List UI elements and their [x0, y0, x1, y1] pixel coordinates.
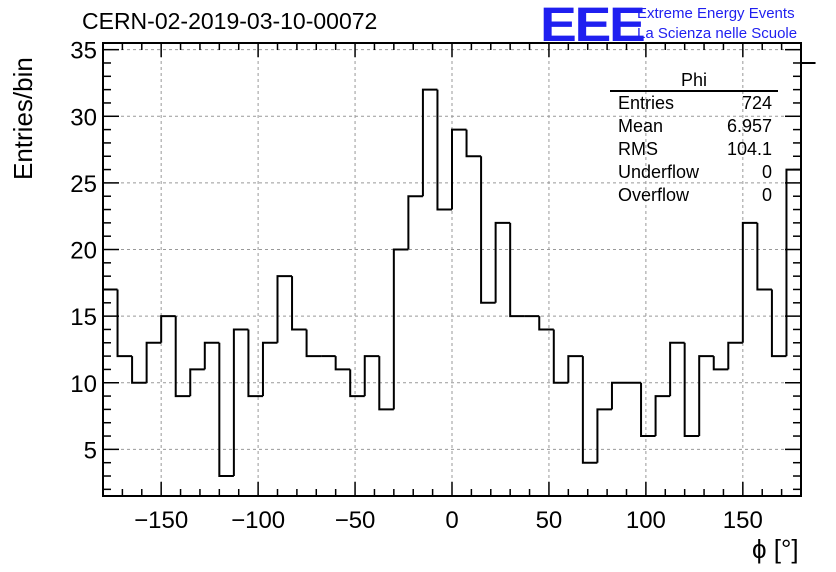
y-tick-label: 5	[84, 437, 97, 464]
x-axis-label: ϕ [°]	[752, 534, 799, 564]
histogram-bin	[480, 156, 496, 304]
histogram-bin	[334, 356, 351, 371]
histogram-bin	[538, 316, 554, 331]
histogram-bin	[770, 289, 787, 358]
histogram-bin	[349, 369, 365, 398]
x-tick-label: 0	[445, 507, 458, 534]
logo-caption-line1: Extreme Energy Events	[637, 5, 795, 22]
stats-row-rms: RMS 104.1	[610, 138, 778, 161]
x-tick-label: −150	[134, 507, 188, 534]
histogram-bin	[232, 328, 249, 477]
histogram-series	[103, 61, 816, 478]
histogram-bin	[451, 128, 467, 210]
y-tick-label: 35	[70, 38, 97, 65]
histogram-bin	[654, 395, 671, 437]
histogram-bin	[378, 356, 394, 411]
histogram-bin	[305, 329, 322, 358]
histogram-bin	[407, 195, 423, 250]
histogram-bin	[640, 382, 656, 438]
logo-caption: Extreme Energy Events La Scienza nelle S…	[637, 4, 797, 44]
stats-row-entries: Entries 724	[610, 92, 778, 115]
histogram-bin	[174, 316, 191, 398]
y-tick-label: 25	[70, 171, 97, 198]
histogram-bin	[189, 368, 205, 397]
histogram-bin	[160, 315, 176, 343]
histogram-bin	[291, 276, 307, 331]
histogram-bin	[145, 341, 162, 383]
tick-labels: −150 −100 −50 0 50 100 150 5 10 15 20 25 30 35	[70, 38, 763, 534]
y-tick-label: 20	[70, 238, 97, 265]
histogram-bin	[261, 341, 278, 397]
y-tick-label: 15	[70, 304, 97, 331]
stats-value: 6.957	[726, 116, 772, 136]
histogram-bin	[203, 341, 220, 370]
histogram-bin	[698, 355, 714, 437]
stats-label: Overflow	[618, 185, 690, 205]
histogram-bin	[247, 329, 263, 398]
histogram-bin	[610, 381, 627, 410]
y-tick-label: 30	[70, 104, 97, 131]
y-axis-label: Entries/bin	[8, 57, 38, 180]
stats-label: Entries	[618, 93, 675, 113]
stats-value: 724	[741, 93, 772, 113]
histogram-bin	[567, 355, 583, 383]
histogram-bin	[116, 289, 133, 358]
y-tick-label: 10	[70, 371, 97, 398]
histogram-bin	[218, 342, 234, 478]
x-tick-label: −100	[231, 507, 285, 534]
histogram-bin	[741, 221, 758, 343]
stats-box: Phi Entries 724 Mean 6.957 RMS 104.1 Und…	[610, 70, 778, 207]
stats-row-overflow: Overflow 0	[610, 184, 778, 207]
histogram-bin	[363, 355, 380, 397]
histogram-bin	[392, 248, 409, 410]
logo-caption-line2: La Scienza nelle Scuole	[637, 25, 798, 42]
stats-value: 104.1	[726, 139, 772, 159]
stats-title: Phi	[610, 70, 778, 92]
histogram-bin	[712, 356, 729, 371]
histogram-bin	[552, 329, 569, 384]
stats-row-underflow: Underflow 0	[610, 161, 778, 184]
histogram-bin	[756, 222, 772, 291]
x-tick-label: −50	[335, 507, 376, 534]
stats-label: RMS	[618, 139, 658, 159]
histogram-bin	[727, 341, 743, 370]
stats-label: Mean	[618, 116, 664, 136]
eee-logo: EEE	[540, 0, 646, 52]
stats-value: 0	[761, 162, 772, 182]
histogram-bin	[581, 356, 598, 464]
histogram-bin	[669, 341, 685, 397]
chart-title: CERN-02-2019-03-10-00072	[82, 8, 378, 34]
histogram-bin	[421, 88, 438, 197]
axes	[102, 42, 802, 497]
x-tick-label: 50	[536, 507, 563, 534]
x-tick-label: 100	[626, 507, 666, 534]
histogram-bin	[494, 221, 511, 303]
stats-label: Underflow	[618, 162, 700, 182]
stats-value: 0	[761, 185, 772, 205]
histogram-bin	[131, 356, 147, 384]
stats-row-mean: Mean 6.957	[610, 115, 778, 138]
histogram-bin	[436, 89, 452, 211]
histogram-bin	[683, 342, 700, 438]
histogram-bin	[509, 222, 525, 318]
histogram-bin	[596, 408, 612, 463]
x-tick-label: 150	[723, 507, 763, 534]
histogram-bin	[276, 275, 293, 343]
histogram-bin	[465, 129, 482, 158]
histogram-bin	[800, 61, 816, 170]
